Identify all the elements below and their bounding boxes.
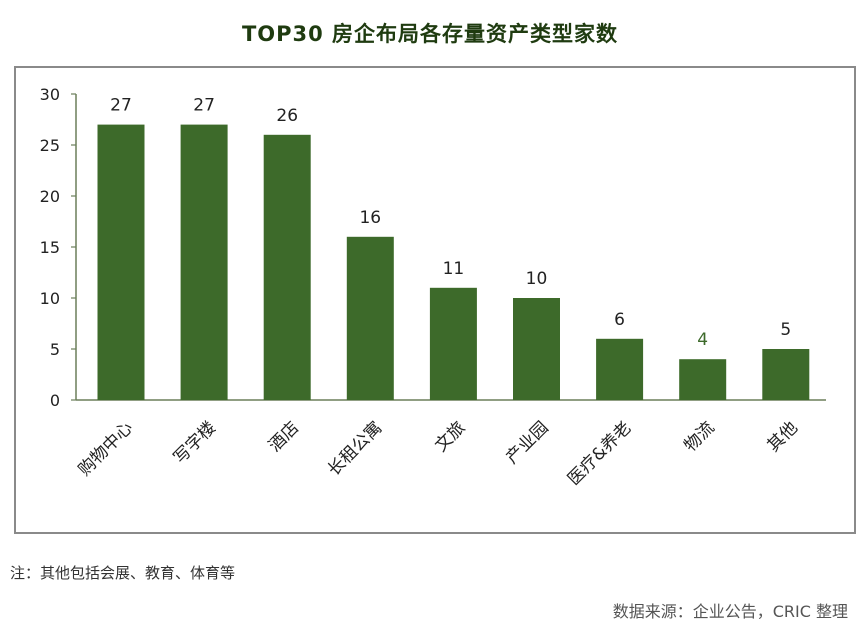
x-tick-label: 酒店: [265, 418, 303, 456]
bar: [513, 298, 560, 400]
bar: [263, 134, 311, 401]
y-tick-label: 5: [50, 340, 60, 359]
data-label: 5: [780, 320, 791, 340]
bar: [97, 124, 145, 400]
data-label: 6: [614, 310, 625, 330]
bar-chart: 0 5 10 15 20 25 30 27 购物中心 27 写字楼 26 酒店 16 长租公寓 11 文旅 10 产…: [40, 85, 826, 490]
x-tick-label: 文旅: [431, 418, 469, 456]
y-tick-label: 30: [40, 85, 60, 104]
bar: [429, 287, 477, 400]
x-tick-label: 物流: [681, 418, 719, 456]
x-tick-label: 写字楼: [170, 418, 220, 468]
data-source: 数据来源：企业公告，CRIC 整理: [612, 602, 848, 621]
bar: [679, 359, 727, 400]
x-tick-label: 长租公寓: [324, 418, 386, 480]
data-label: 27: [110, 96, 132, 116]
data-label: 16: [359, 208, 381, 228]
x-tick-label: 购物中心: [75, 418, 137, 480]
bar: [180, 124, 228, 400]
data-label: 26: [276, 106, 298, 126]
bar: [346, 236, 394, 400]
chart-note: 注：其他包括会展、教育、体育等: [10, 564, 236, 582]
data-label: 11: [443, 259, 465, 279]
x-tick-label: 其他: [764, 418, 802, 456]
x-tick-label: 产业园: [502, 418, 552, 468]
y-tick-label: 20: [40, 187, 60, 206]
y-tick-label: 10: [40, 289, 60, 308]
chart-title: TOP30 房企布局各存量资产类型家数: [241, 22, 619, 46]
bar: [596, 338, 644, 400]
data-label: 10: [526, 269, 548, 289]
data-label: 4: [697, 330, 708, 350]
x-tick-label: 医疗&养老: [564, 418, 636, 490]
y-tick-label: 25: [40, 136, 60, 155]
bar: [762, 349, 810, 400]
y-tick-label: 0: [50, 391, 60, 410]
data-label: 27: [193, 96, 215, 116]
y-tick-label: 15: [40, 238, 60, 257]
